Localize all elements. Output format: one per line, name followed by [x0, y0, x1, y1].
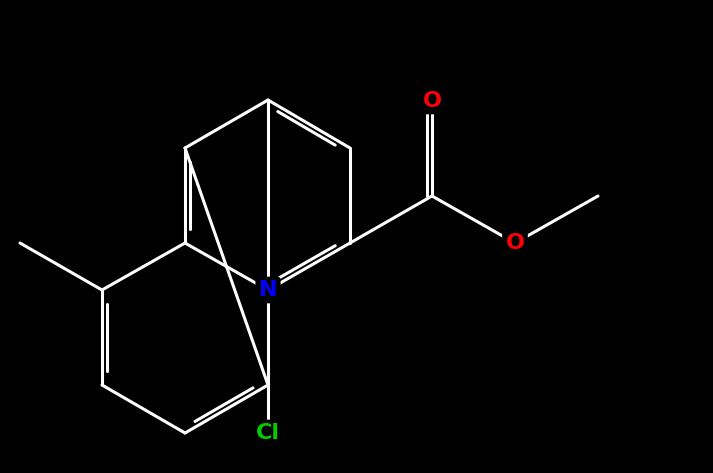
Text: N: N — [259, 280, 277, 300]
Text: O: O — [506, 233, 525, 253]
Text: O: O — [423, 91, 441, 111]
Text: Cl: Cl — [256, 423, 280, 443]
